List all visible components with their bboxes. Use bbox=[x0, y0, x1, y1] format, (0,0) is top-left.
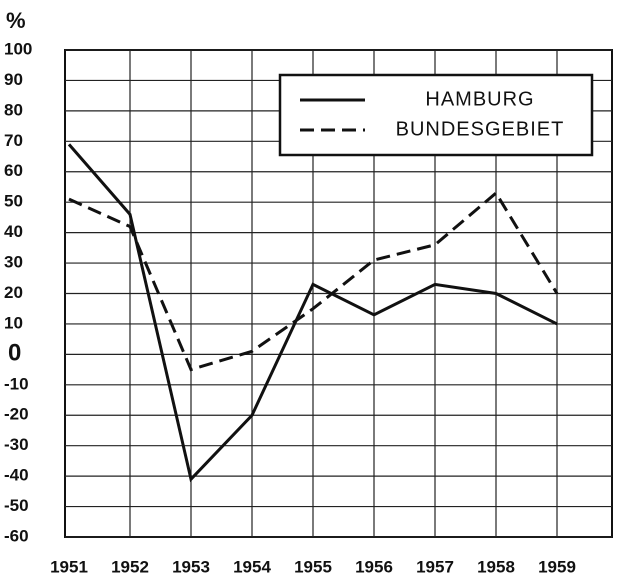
y-tick-label: 10 bbox=[4, 313, 23, 332]
x-tick-label: 1955 bbox=[294, 557, 332, 576]
x-tick-label: 1958 bbox=[477, 557, 515, 576]
y-tick-label: -40 bbox=[4, 466, 29, 485]
legend-label: HAMBURG bbox=[425, 88, 534, 110]
series-line bbox=[67, 143, 558, 483]
x-tick-label: 1956 bbox=[355, 557, 393, 576]
x-tick-label: 1951 bbox=[50, 557, 88, 576]
y-tick-label: 70 bbox=[4, 131, 23, 150]
legend-label: BUNDESGEBIET bbox=[396, 118, 565, 140]
series-line bbox=[68, 190, 559, 372]
y-tick-label: 30 bbox=[4, 253, 23, 272]
y-tick-label: 50 bbox=[4, 192, 23, 211]
y-tick-label: 60 bbox=[4, 161, 23, 180]
legend-box bbox=[278, 73, 594, 157]
y-tick-label: -10 bbox=[4, 374, 29, 393]
x-tick-label: 1953 bbox=[172, 557, 210, 576]
y-tick-label: 20 bbox=[4, 283, 23, 302]
x-tick-label: 1954 bbox=[233, 557, 271, 576]
y-tick-label: 100 bbox=[4, 39, 32, 58]
y-tick-label: 80 bbox=[4, 100, 23, 119]
y-tick-label: -30 bbox=[4, 435, 29, 454]
y-tick-label: -20 bbox=[4, 405, 29, 424]
y-tick-label: 40 bbox=[4, 222, 23, 241]
x-tick-label: 1957 bbox=[416, 557, 454, 576]
y-axis-label: % bbox=[6, 8, 26, 33]
y-tick-label: 90 bbox=[4, 70, 23, 89]
y-tick-label: -50 bbox=[4, 496, 29, 515]
y-tick-label: -60 bbox=[4, 526, 29, 545]
x-tick-label: 1959 bbox=[538, 557, 576, 576]
y-tick-label: 0 bbox=[8, 340, 21, 367]
x-tick-label: 1952 bbox=[111, 557, 149, 576]
